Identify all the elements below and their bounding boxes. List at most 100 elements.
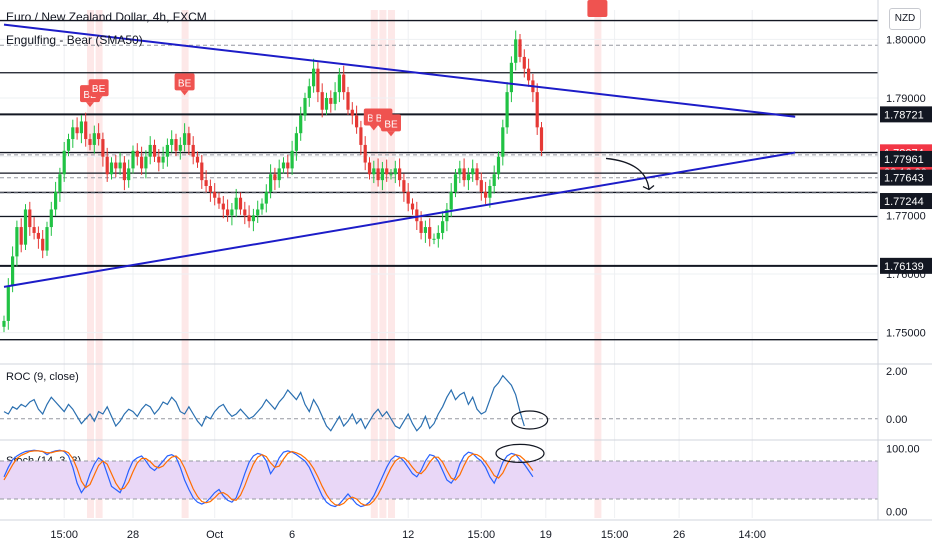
candle-body-117 (505, 92, 509, 128)
candle-body-104 (449, 191, 453, 210)
candle-body-8 (36, 232, 40, 239)
roc-tick-label-0: 2.00 (886, 366, 907, 378)
x-tick-label-6: 19 (540, 529, 552, 541)
candle-body-16 (71, 127, 75, 140)
candle-body-68 (294, 133, 298, 151)
candle-body-95 (410, 203, 415, 210)
currency-label: NZD (894, 13, 916, 24)
x-tick-label-5: 15:00 (468, 529, 496, 541)
candle-body-36 (157, 156, 161, 163)
x-tick-label-4: 12 (402, 529, 414, 541)
candle-body-38 (165, 144, 169, 157)
candle-body-1 (6, 285, 10, 321)
candle-body-113 (488, 186, 492, 198)
candle-body-79 (342, 74, 346, 93)
candle-body-51 (221, 203, 225, 210)
candle-body-9 (41, 238, 45, 251)
be-marker-label-1: BE (92, 84, 106, 95)
be-marker-pointer-1 (94, 96, 103, 102)
candle-body-22 (97, 133, 101, 140)
candle-body-14 (62, 150, 66, 175)
candle-body-46 (200, 162, 204, 181)
indicator-label: Engulfing - Bear (SMA50) (6, 33, 143, 47)
candle-body-98 (423, 227, 427, 233)
candle-body-69 (299, 115, 303, 134)
candle-body-101 (436, 232, 440, 239)
x-tick-label-1: 28 (127, 529, 139, 541)
forecast-arrow (605, 157, 650, 190)
stoch-line-1 (3, 450, 534, 506)
candle-body-7 (32, 227, 36, 233)
candle-body-85 (367, 162, 372, 175)
candle-body-45 (195, 156, 200, 163)
candle-body-119 (514, 39, 518, 63)
be-marker-label-2: BE (178, 78, 192, 89)
candle-body-89 (385, 168, 389, 175)
x-tick-label-2: Oct (206, 529, 223, 541)
be-marker-pointer-3 (369, 125, 378, 131)
engulfing-highlight-2 (181, 10, 189, 518)
candle-body-86 (372, 168, 376, 175)
candle-body-12 (54, 191, 58, 210)
chart-title: Euro / New Zealand Dollar, 4h, FXCM (6, 10, 207, 24)
y-tick-label-4: 1.79000 (886, 93, 926, 105)
candle-body-122 (527, 68, 531, 81)
candle-body-112 (484, 191, 488, 198)
candle-body-100 (432, 238, 436, 240)
candle-body-42 (183, 133, 187, 145)
engulfing-highlight-6 (594, 10, 602, 518)
currency-button[interactable]: NZD (889, 8, 921, 30)
candle-body-32 (140, 156, 144, 169)
price-label-4: 1.77643 (884, 173, 924, 185)
be-marker-label-6: BE (591, 0, 605, 3)
roc-label: ROC (9, close) (6, 371, 79, 383)
candle-body-115 (496, 156, 501, 175)
candle-body-25 (109, 162, 114, 175)
candle-body-124 (535, 92, 539, 128)
candle-body-110 (475, 168, 479, 181)
candle-body-41 (178, 144, 182, 151)
candle-body-34 (148, 144, 152, 157)
stoch-tick-label-1: 0.00 (886, 507, 907, 519)
candle-body-35 (152, 144, 157, 157)
be-marker-pointer-2 (180, 90, 189, 96)
candle-body-87 (376, 168, 380, 181)
candle-body-60 (260, 203, 264, 210)
candle-body-71 (307, 86, 311, 98)
candle-body-83 (359, 127, 363, 145)
price-label-box-5 (880, 193, 932, 210)
engulfing-highlight-3 (370, 10, 378, 518)
candle-body-6 (28, 209, 32, 228)
candle-body-15 (66, 139, 71, 151)
candle-body-53 (230, 209, 234, 216)
stoch-band (0, 461, 878, 499)
be-marker-2 (174, 73, 195, 91)
trendline-1 (3, 151, 796, 288)
candle-body-11 (49, 209, 53, 228)
candle-body-37 (161, 156, 165, 163)
candle-body-80 (346, 92, 350, 110)
candle-body-73 (316, 68, 320, 93)
candle-body-109 (471, 168, 475, 175)
candle-body-52 (226, 209, 230, 216)
candle-body-5 (23, 209, 28, 245)
be-marker-pointer-5 (387, 131, 395, 137)
candle-body-92 (398, 168, 402, 181)
candle-body-77 (333, 92, 337, 104)
candle-body-93 (402, 180, 406, 192)
roc-annotation-ellipse (511, 410, 549, 430)
candle-body-21 (92, 133, 96, 145)
be-marker-label-5: BE (384, 119, 398, 130)
candle-body-65 (281, 162, 286, 169)
be-marker-1 (88, 79, 109, 97)
candle-body-28 (122, 162, 126, 181)
candle-body-54 (234, 197, 238, 210)
candle-body-40 (174, 139, 178, 151)
stoch-tick-label-0: 100.00 (886, 443, 920, 455)
candle-body-74 (320, 92, 324, 110)
candle-body-82 (355, 115, 359, 128)
candle-body-84 (363, 144, 367, 163)
candle-body-10 (45, 227, 49, 251)
